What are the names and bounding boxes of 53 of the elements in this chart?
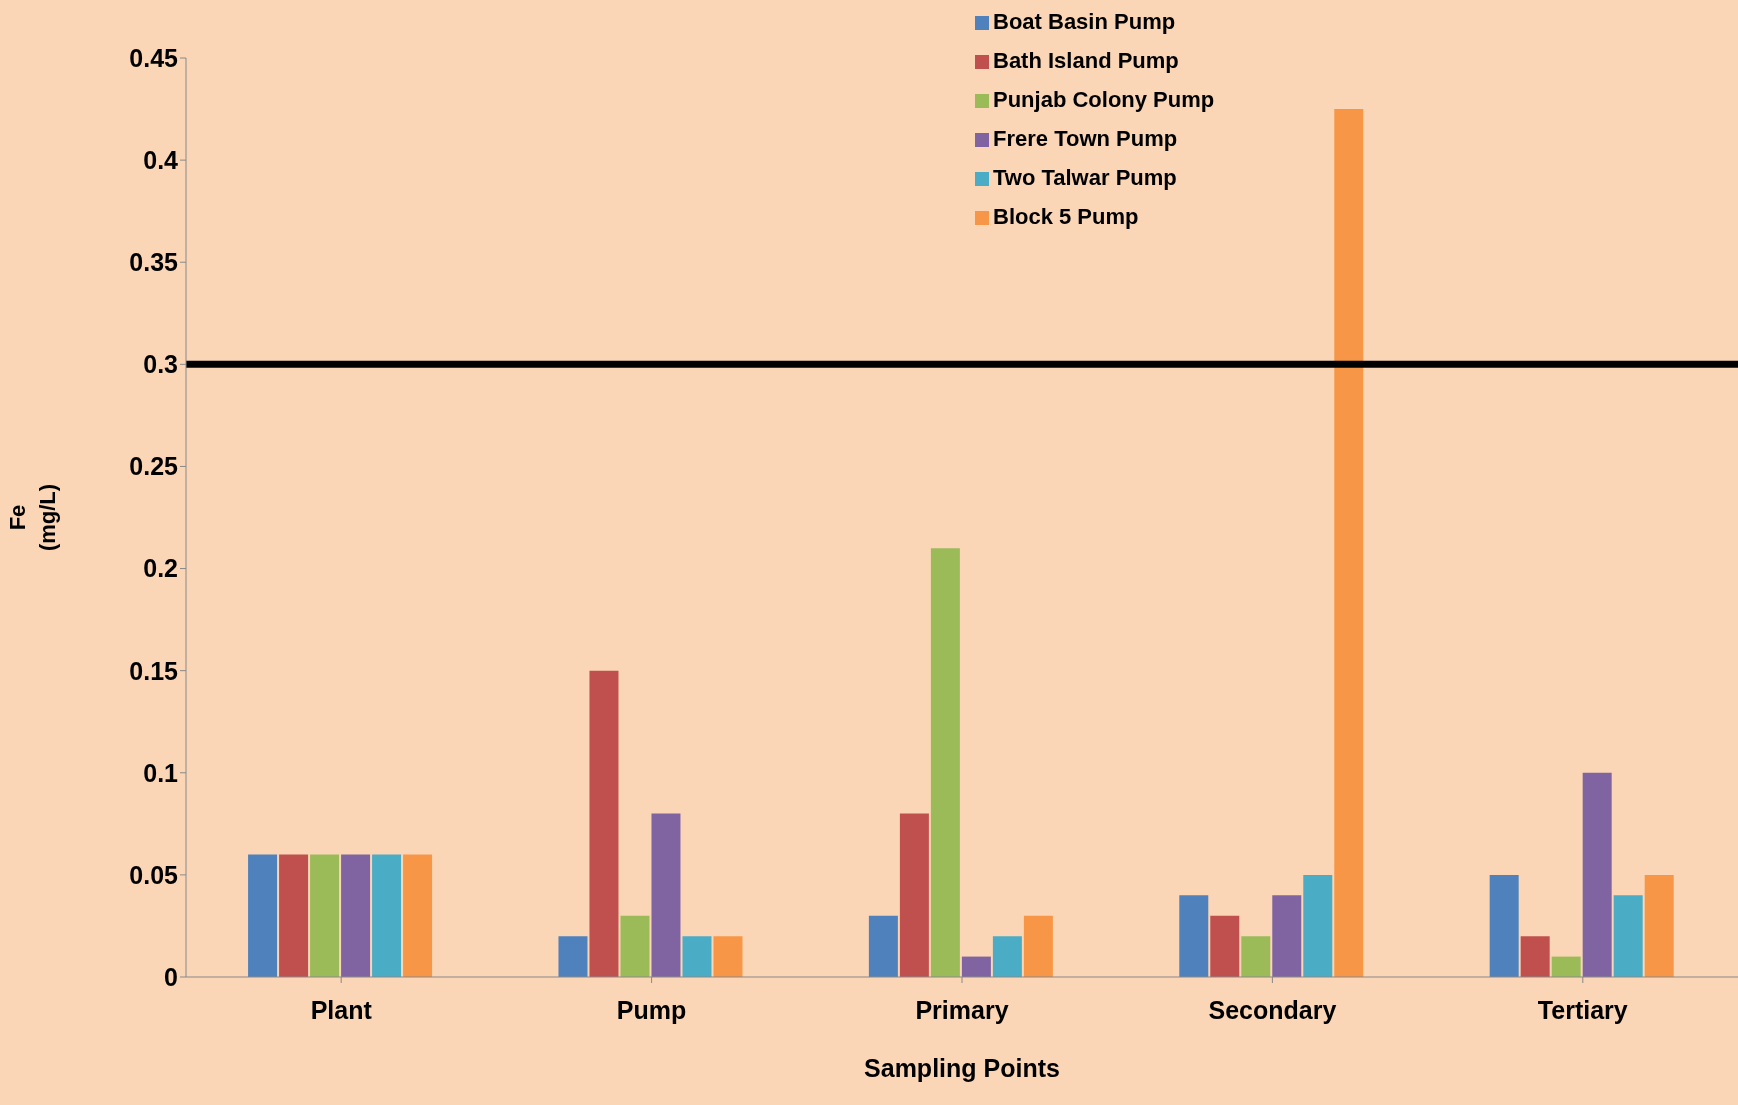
legend-label: Boat Basin Pump xyxy=(993,9,1176,34)
y-tick-label: 0.05 xyxy=(129,860,179,889)
bar xyxy=(1613,895,1643,977)
bar xyxy=(1210,915,1240,977)
bar xyxy=(1644,874,1674,977)
y-tick-label: 0.3 xyxy=(143,350,178,379)
bar xyxy=(1334,109,1364,977)
bar xyxy=(341,854,371,977)
bar xyxy=(1551,956,1581,977)
x-tick-label: Plant xyxy=(310,995,373,1024)
y-tick-label: 0 xyxy=(164,962,178,991)
y-tick-label: 0.15 xyxy=(129,656,179,685)
bar xyxy=(1272,895,1302,977)
bar xyxy=(992,936,1022,977)
y-tick-label: 0.1 xyxy=(143,758,179,787)
x-tick-label: Primary xyxy=(915,995,1009,1024)
bar xyxy=(961,956,991,977)
bar xyxy=(899,813,929,977)
bar xyxy=(1303,874,1333,977)
bar xyxy=(589,670,619,977)
bar xyxy=(558,936,588,977)
legend-label: Block 5 Pump xyxy=(993,204,1139,229)
bar xyxy=(682,936,712,977)
bar xyxy=(1520,936,1550,977)
bar xyxy=(651,813,681,977)
legend-label: Frere Town Pump xyxy=(993,126,1178,151)
y-tick-label: 0.4 xyxy=(143,145,179,174)
y-tick-label: 0.25 xyxy=(129,452,179,481)
legend-label: Punjab Colony Pump xyxy=(993,87,1215,112)
y-tick-label: 0.2 xyxy=(143,554,178,583)
x-axis-title: Sampling Points xyxy=(864,1054,1060,1082)
bar xyxy=(279,854,309,977)
x-tick-label: Tertiary xyxy=(1537,995,1628,1024)
bar xyxy=(1489,874,1519,977)
bar xyxy=(403,854,433,977)
y-tick-label: 0.35 xyxy=(129,248,179,277)
legend-label: Bath Island Pump xyxy=(993,48,1179,73)
y-axis-title: Fe (mg/L) xyxy=(5,483,60,552)
bar xyxy=(310,854,340,977)
bar xyxy=(1241,936,1271,977)
bar xyxy=(1023,915,1053,977)
bar xyxy=(1179,895,1209,977)
legend-label: Two Talwar Pump xyxy=(993,165,1177,190)
x-tick-label: Secondary xyxy=(1208,995,1337,1024)
bar xyxy=(620,915,650,977)
x-tick-label: Pump xyxy=(616,995,687,1024)
bar xyxy=(713,936,743,977)
bar xyxy=(248,854,278,977)
bar xyxy=(1582,772,1612,977)
bar xyxy=(930,548,960,977)
y-tick-label: 0.45 xyxy=(129,43,179,72)
bar xyxy=(868,915,898,977)
bar xyxy=(372,854,402,977)
